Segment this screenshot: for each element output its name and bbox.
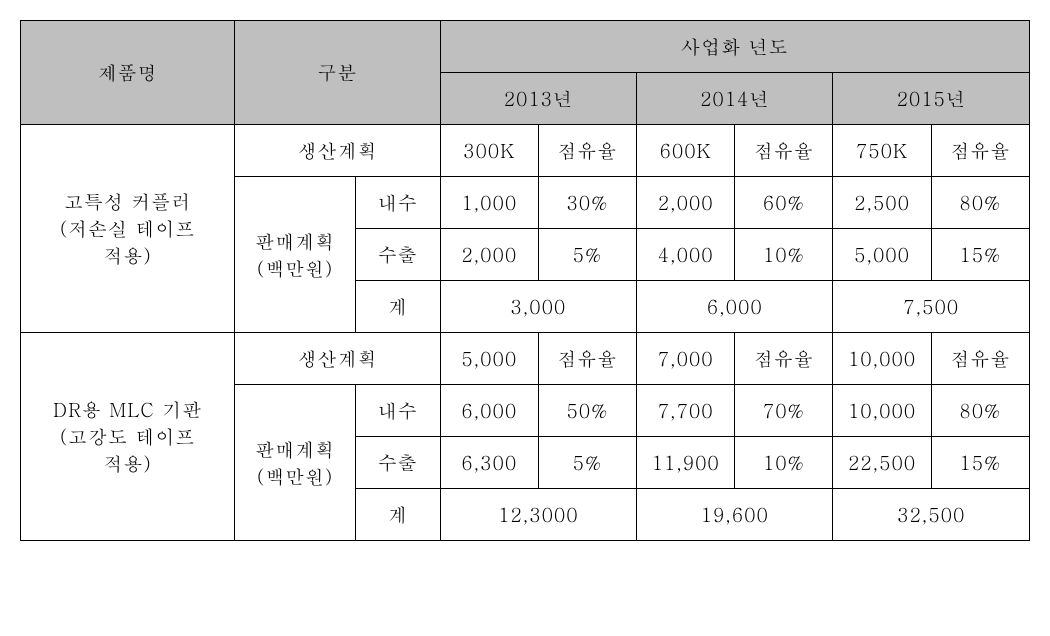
cell-value: 5,000 xyxy=(440,333,538,385)
cell-value: 7,700 xyxy=(637,385,735,437)
product-name-text: (저손실 테이프 xyxy=(60,215,196,242)
cell-value: 22,500 xyxy=(833,437,931,489)
product-name-text: (고강도 테이프 xyxy=(60,423,196,450)
cell-share-label: 점유율 xyxy=(931,125,1029,177)
cell-share: 30% xyxy=(538,177,636,229)
sales-plan-label: 판매계획 (백만원) xyxy=(235,177,356,333)
export-label: 수출 xyxy=(355,229,440,281)
cell-share: 60% xyxy=(735,177,833,229)
production-plan-label: 생산계획 xyxy=(235,333,440,385)
domestic-label: 내수 xyxy=(355,385,440,437)
product-name-text: 적용) xyxy=(104,242,152,269)
cell-value: 2,500 xyxy=(833,177,931,229)
cell-value: 6,300 xyxy=(440,437,538,489)
cell-value: 4,000 xyxy=(637,229,735,281)
total-label: 계 xyxy=(355,281,440,333)
cell-value: 10,000 xyxy=(833,385,931,437)
sales-plan-text: (백만원) xyxy=(257,255,333,282)
product-name-text: 고특성 커플러 xyxy=(64,188,191,215)
cell-value: 1,000 xyxy=(440,177,538,229)
cell-share-label: 점유율 xyxy=(538,333,636,385)
cell-share: 10% xyxy=(735,437,833,489)
table-row: DR용 MLC 기판 (고강도 테이프 적용) 생산계획 5,000 점유율 7… xyxy=(21,333,1030,385)
cell-share: 70% xyxy=(735,385,833,437)
header-2013: 2013년 xyxy=(440,73,636,125)
sales-plan-text: 판매계획 xyxy=(255,228,335,255)
cell-value: 300K xyxy=(440,125,538,177)
sales-plan-text: (백만원) xyxy=(257,463,333,490)
product-name-text: DR용 MLC 기판 xyxy=(53,396,202,423)
cell-share-label: 점유율 xyxy=(931,333,1029,385)
product-name-text: 적용) xyxy=(104,450,152,477)
product-name-2: DR용 MLC 기판 (고강도 테이프 적용) xyxy=(21,333,235,541)
header-row-1: 제품명 구분 사업화 년도 xyxy=(21,21,1030,73)
sales-plan-label: 판매계획 (백만원) xyxy=(235,385,356,541)
cell-share: 5% xyxy=(538,437,636,489)
cell-total: 32,500 xyxy=(833,489,1030,541)
domestic-label: 내수 xyxy=(355,177,440,229)
header-category: 구분 xyxy=(235,21,440,125)
cell-share: 50% xyxy=(538,385,636,437)
cell-total: 6,000 xyxy=(637,281,833,333)
cell-share: 15% xyxy=(931,229,1029,281)
header-year-title: 사업화 년도 xyxy=(440,21,1029,73)
production-plan-label: 생산계획 xyxy=(235,125,440,177)
business-plan-table: 제품명 구분 사업화 년도 2013년 2014년 2015년 고특성 커플러 … xyxy=(20,20,1030,541)
cell-value: 10,000 xyxy=(833,333,931,385)
cell-share-label: 점유율 xyxy=(538,125,636,177)
cell-value: 600K xyxy=(637,125,735,177)
cell-total: 7,500 xyxy=(833,281,1030,333)
cell-total: 12,3000 xyxy=(440,489,636,541)
header-2015: 2015년 xyxy=(833,73,1030,125)
cell-value: 7,000 xyxy=(637,333,735,385)
cell-share: 15% xyxy=(931,437,1029,489)
cell-share: 10% xyxy=(735,229,833,281)
header-product: 제품명 xyxy=(21,21,235,125)
export-label: 수출 xyxy=(355,437,440,489)
cell-value: 2,000 xyxy=(637,177,735,229)
cell-value: 5,000 xyxy=(833,229,931,281)
cell-share-label: 점유율 xyxy=(735,333,833,385)
product-name-1: 고특성 커플러 (저손실 테이프 적용) xyxy=(21,125,235,333)
cell-share: 5% xyxy=(538,229,636,281)
table-row: 고특성 커플러 (저손실 테이프 적용) 생산계획 300K 점유율 600K … xyxy=(21,125,1030,177)
header-2014: 2014년 xyxy=(637,73,833,125)
cell-share: 80% xyxy=(931,177,1029,229)
cell-value: 2,000 xyxy=(440,229,538,281)
cell-share-label: 점유율 xyxy=(735,125,833,177)
cell-total: 3,000 xyxy=(440,281,636,333)
sales-plan-text: 판매계획 xyxy=(255,436,335,463)
cell-value: 6,000 xyxy=(440,385,538,437)
cell-value: 750K xyxy=(833,125,931,177)
cell-value: 11,900 xyxy=(637,437,735,489)
cell-total: 19,600 xyxy=(637,489,833,541)
cell-share: 80% xyxy=(931,385,1029,437)
total-label: 계 xyxy=(355,489,440,541)
